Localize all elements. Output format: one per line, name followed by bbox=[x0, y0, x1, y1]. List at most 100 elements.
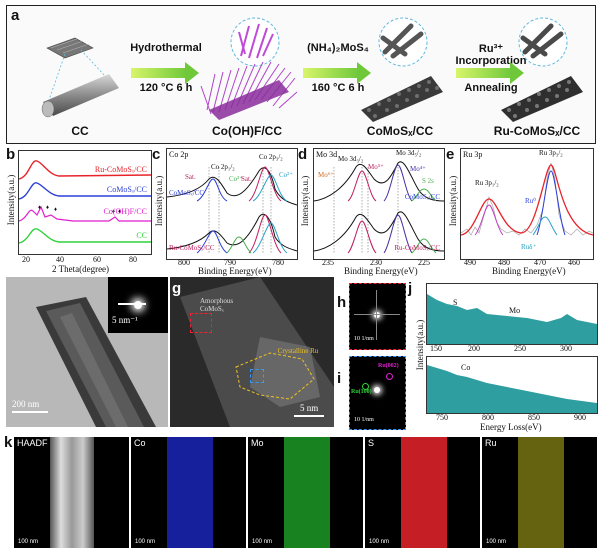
co2p-peak-label: Sat. bbox=[185, 173, 196, 181]
eels-top-area bbox=[427, 294, 597, 344]
panel-label-h: h bbox=[337, 294, 347, 311]
map-label: Mo bbox=[251, 438, 264, 448]
map-haadf: HAADF 100 nm bbox=[14, 437, 129, 548]
xrd-plot-area: ♦ ♦ ♦ ♦ ♦ bbox=[18, 160, 152, 244]
stage-label-cc: CC bbox=[71, 124, 89, 138]
map-co: Co 100 nm bbox=[131, 437, 246, 548]
hrtem-image-g: Amorphous CoMoSₓ Crystalline Ru 5 nm bbox=[170, 277, 334, 427]
crystalline-label: Crystalline Ru bbox=[277, 347, 319, 355]
ru3p-plot-area bbox=[460, 162, 594, 236]
eels-bottom-tick: 850 bbox=[528, 413, 540, 422]
eels-bottom-tick: 900 bbox=[574, 413, 586, 422]
tem-g-scale: 5 nm bbox=[300, 403, 319, 413]
co2p-chart: Co 2p Co 2p₁/₂ Co 2p₃/₂ Sat. Sat. Co³⁺ C… bbox=[166, 148, 298, 260]
mo3d-peak-label: Mo 3d₅/₂ bbox=[396, 149, 422, 157]
step-label-top: (NH₄)₂MoS₄ bbox=[307, 42, 369, 54]
xrd-series-cooh-f bbox=[18, 205, 151, 222]
map-label: S bbox=[368, 438, 375, 448]
map-scale: 100 nm bbox=[18, 539, 39, 545]
eels-chart-bottom: Co bbox=[426, 356, 598, 414]
xrd-x-tick: 20 bbox=[22, 255, 30, 264]
tem-image-f: 5 nm⁻¹ 200 nm bbox=[6, 277, 168, 427]
xrd-x-tick: 40 bbox=[56, 255, 64, 264]
co2p-peak-label: Co 2p₁/₂ bbox=[211, 163, 235, 171]
mo3d-peak-label: Mo⁶⁺ bbox=[318, 171, 334, 179]
tem-f-scale: 200 nm bbox=[12, 399, 40, 409]
ru3p-peak-label: Ru 3p₃/₂ bbox=[539, 149, 563, 157]
co2p-y-axis-title: Intensity(a.u.) bbox=[154, 175, 164, 227]
amorphous-label: Amorphous CoMoSₓ bbox=[200, 297, 234, 313]
fft-h-scale: 10 1/nm bbox=[354, 336, 374, 342]
stage-label-cooh-f: Co(OH)F/CC bbox=[212, 124, 282, 138]
map-s: S 100 nm bbox=[365, 437, 480, 548]
panel-label-j: j bbox=[408, 280, 413, 297]
step-arrow-hydrothermal: Hydrothermal 120 °C 6 h bbox=[130, 40, 202, 100]
eels-top-plot bbox=[427, 294, 597, 344]
xrd-x-axis-title: 2 Theta(degree) bbox=[52, 264, 110, 274]
crystalline-outline bbox=[235, 352, 315, 400]
ru3p-peak-label: Ru⁰ bbox=[525, 197, 536, 205]
co2p-x-tick: 780 bbox=[272, 258, 284, 267]
panel-label-b: b bbox=[6, 146, 16, 163]
svg-text:♦: ♦ bbox=[46, 205, 49, 211]
eels-top-tick: 250 bbox=[514, 344, 526, 353]
xrd-series-cc bbox=[18, 228, 151, 244]
mo3d-peak-label: S 2s bbox=[422, 177, 434, 185]
panel-label-a: a bbox=[11, 7, 20, 24]
step-label-bottom: Annealing bbox=[464, 82, 518, 94]
eels-bottom-tick: 800 bbox=[482, 413, 494, 422]
eels-mo-edge: Mo bbox=[509, 306, 521, 315]
co2p-peak-label: Sat. bbox=[241, 175, 252, 183]
ru002-label: Ru(002) bbox=[378, 363, 399, 369]
synthesis-scheme: a CC Hydrothermal 120 °C 6 h bbox=[6, 5, 596, 144]
map-label: Ru bbox=[485, 438, 497, 448]
ru3p-peak-label: Ru 3p₁/₂ bbox=[475, 179, 499, 187]
fft-i-scale: 10 1/nm bbox=[354, 417, 374, 423]
co2p-title: Co 2p bbox=[169, 150, 189, 159]
saed-scale: 5 nm⁻¹ bbox=[112, 315, 138, 325]
map-mo: Mo 100 nm bbox=[248, 437, 363, 548]
xrd-legend-comosx: CoMoSₓ/CC bbox=[106, 185, 147, 194]
stage-label-comosx: CoMoSₓ/CC bbox=[366, 124, 434, 138]
xrd-x-tick: 80 bbox=[129, 255, 137, 264]
co2p-peak-label: Co 2p₃/₂ bbox=[259, 153, 283, 161]
xrd-chart: ♦ ♦ ♦ ♦ ♦ Ru-CoMoSₓ/CC CoMoSₓ/CC Co(OH)F/CC … bbox=[18, 150, 152, 255]
xrd-y-axis-title: Intensity(a.u.) bbox=[6, 174, 16, 226]
map-scale: 100 nm bbox=[135, 539, 156, 545]
eels-top-tick: 200 bbox=[468, 344, 480, 353]
co2p-x-axis-title: Binding Energy(eV) bbox=[198, 266, 272, 276]
ru3p-x-tick: 480 bbox=[498, 258, 510, 267]
svg-text:♦: ♦ bbox=[118, 209, 121, 215]
eels-bottom-plot bbox=[427, 365, 597, 413]
mo3d-x-tick: 230 bbox=[370, 258, 382, 267]
ru3p-title: Ru 3p bbox=[463, 150, 483, 159]
xrd-series-ru-comosx bbox=[18, 160, 152, 180]
co2p-x-tick: 790 bbox=[224, 258, 236, 267]
mo3d-chart: Mo 3d Mo 3d₃/₂ Mo 3d₅/₂ Mo⁶⁺ Mo⁵⁺ Mo⁴⁺ S… bbox=[313, 148, 445, 260]
panel-label-i: i bbox=[337, 370, 342, 387]
cooh-f-illustration bbox=[200, 17, 298, 120]
ru3p-x-tick: 460 bbox=[568, 258, 580, 267]
panel-label-k: k bbox=[4, 434, 13, 451]
co2p-peak-label: Co²⁺ bbox=[279, 171, 293, 179]
amorphous-region-box bbox=[190, 313, 212, 333]
eels-top-tick: 150 bbox=[430, 344, 442, 353]
ru3p-y-axis-title: Intensity(a.u.) bbox=[448, 175, 458, 227]
ru-comosx-illustration bbox=[501, 17, 583, 122]
map-scale: 100 nm bbox=[369, 539, 390, 545]
panel-label-c: c bbox=[152, 146, 161, 163]
co2p-sample-top: CoMoSₓ/CC bbox=[169, 189, 205, 197]
mo3d-peak-label: Mo 3d₃/₂ bbox=[338, 155, 364, 163]
svg-text:♦: ♦ bbox=[54, 207, 57, 213]
step-label-bottom: 120 °C 6 h bbox=[139, 82, 193, 94]
svg-text:♦: ♦ bbox=[38, 205, 41, 211]
xrd-legend-cooh-f: Co(OH)F/CC bbox=[103, 207, 147, 216]
xrd-legend-cc: CC bbox=[136, 231, 147, 240]
fft-image-h: 10 1/nm bbox=[349, 283, 406, 350]
step-arrow-sulfidation: (NH₄)₂MoS₄ 160 °C 6 h bbox=[303, 40, 373, 100]
ru3p-x-tick: 490 bbox=[464, 258, 476, 267]
mo3d-plot-area bbox=[313, 161, 445, 254]
step-arrow-ru-incorporation: Ru³⁺ Incorporation Annealing bbox=[456, 40, 527, 100]
xrd-legend-ru-comosx: Ru-CoMoSₓ/CC bbox=[94, 165, 147, 174]
eels-top-tick: 300 bbox=[560, 344, 572, 353]
